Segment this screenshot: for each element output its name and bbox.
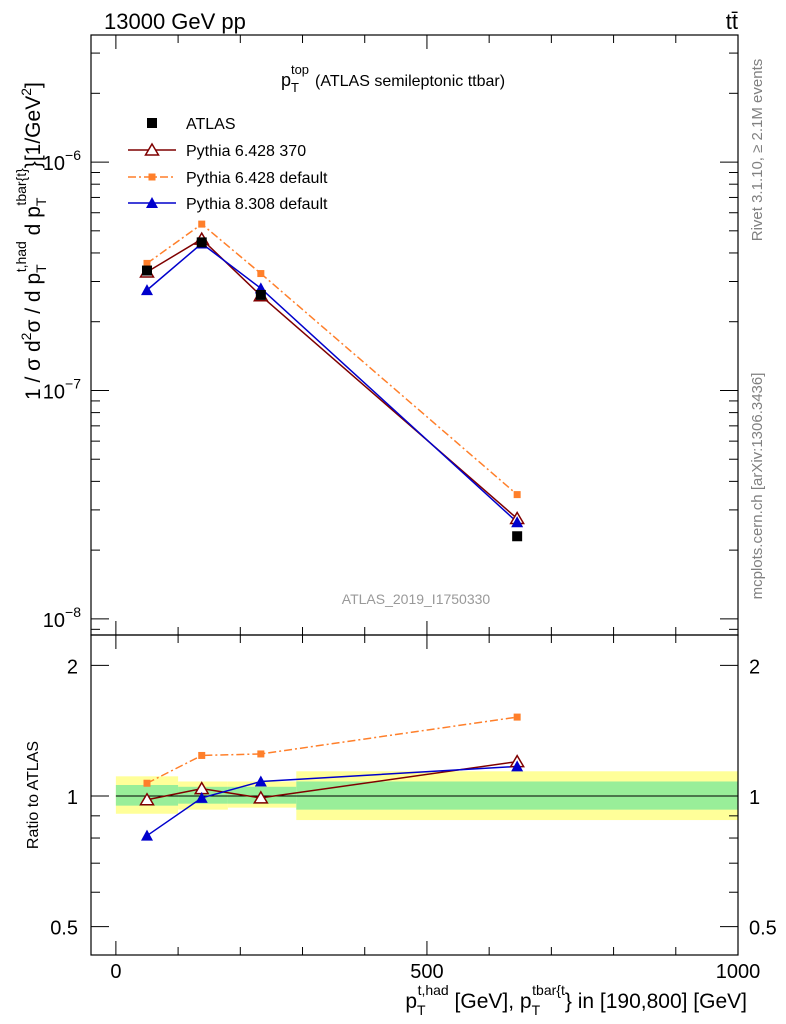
ratio-series-group bbox=[139, 713, 525, 841]
main-data-point bbox=[513, 491, 521, 499]
main-y-tick-label: 10−6 bbox=[43, 147, 81, 175]
y-tick-base: 10 bbox=[43, 381, 65, 403]
legend-entry-pythia6-370: Pythia 6.428 370 bbox=[128, 142, 306, 160]
ratio-y-tick-label-left: 0.5 bbox=[50, 918, 78, 940]
main-data-point bbox=[198, 220, 206, 228]
legend-label-pythia6-default: Pythia 6.428 default bbox=[186, 170, 328, 187]
ylabel-part4: }[1/GeV bbox=[22, 96, 45, 168]
x-tick-label: 500 bbox=[410, 961, 443, 983]
x-axis-label: pTt,had [GeV], pTtbar{t} in [190,800] [G… bbox=[405, 982, 747, 1018]
ylabel-part1: 1 / σ d bbox=[22, 340, 45, 400]
ratio-data-point bbox=[253, 790, 269, 804]
ratio-data-point bbox=[139, 792, 155, 806]
main-y-axis-label: 1 / σ d2σ / d pTt,had d pTtbar{t}}[1/GeV… bbox=[13, 82, 49, 400]
xlabel-supT: tbar{t bbox=[532, 982, 565, 998]
ylabel-supH: t,had bbox=[13, 241, 29, 272]
ylabel-part5: ] bbox=[22, 82, 45, 88]
y-tick-base: 10 bbox=[43, 610, 65, 632]
main-data-point bbox=[511, 516, 524, 528]
main-y-tick-label: 10−8 bbox=[43, 604, 81, 632]
ratio-data-point bbox=[195, 791, 208, 803]
xlabel-subT1: T bbox=[417, 1002, 426, 1018]
main-y-ticks: 10−810−710−6 bbox=[43, 35, 739, 635]
legend-entry-pythia6-default: Pythia 6.428 default bbox=[128, 170, 328, 187]
ratio-frame-box bbox=[90, 634, 739, 956]
x-tick-label: 1000 bbox=[716, 961, 761, 983]
title-sub: T bbox=[291, 80, 299, 95]
x-tick-label: 0 bbox=[110, 961, 121, 983]
ratio-y-axis-label: Ratio to ATLAS bbox=[25, 741, 42, 849]
legend-marker-atlas bbox=[147, 118, 157, 128]
ylabel-subT2: T bbox=[33, 197, 49, 206]
ratio-y-tick-label-left: 2 bbox=[67, 656, 78, 678]
ratio-data-point bbox=[140, 829, 153, 841]
header-process-label: tt̄ bbox=[726, 9, 738, 34]
main-series-line bbox=[146, 238, 518, 520]
legend-entry-pythia8-default: Pythia 8.308 default bbox=[128, 196, 328, 213]
atlas-data-point bbox=[196, 237, 207, 248]
xlabel-supH: t,had bbox=[418, 982, 449, 998]
ratio-series-line bbox=[146, 760, 518, 801]
mcplots-label: mcplots.cern.ch [arXiv:1306.3436] bbox=[749, 373, 766, 600]
main-series-group bbox=[139, 220, 525, 542]
main-data-point bbox=[143, 259, 151, 267]
ratio-y-tick-label-right: 0.5 bbox=[749, 918, 777, 940]
ylabel-part2: σ / d p bbox=[22, 273, 45, 333]
ratio-data-point bbox=[257, 750, 265, 758]
atlas-data-point bbox=[512, 531, 523, 542]
ratio-data-point bbox=[254, 775, 267, 787]
ylabel-subT1: T bbox=[33, 264, 49, 273]
xlabel-part2: [GeV], p bbox=[449, 990, 532, 1013]
main-data-point bbox=[257, 270, 265, 278]
legend-marker-pythia6-370 bbox=[144, 142, 160, 156]
ratio-data-point bbox=[513, 713, 521, 721]
main-title: pTtop (ATLAS semileptonic ttbar) bbox=[281, 62, 505, 95]
title-p: p bbox=[281, 70, 291, 90]
main-series-line bbox=[146, 223, 518, 496]
ratio-data-point bbox=[511, 760, 524, 772]
main-y-tick-label: 10−7 bbox=[43, 375, 81, 403]
xlabel-part3: } in [190,800] [GeV] bbox=[565, 990, 747, 1013]
header-collision-label: 13000 GeV pp bbox=[104, 9, 246, 34]
ratio-frame bbox=[90, 634, 739, 956]
ratio-data-point bbox=[143, 779, 151, 787]
ratio-y-tick-label-left: 1 bbox=[67, 787, 78, 809]
legend-label-pythia8-default: Pythia 8.308 default bbox=[186, 196, 328, 213]
analysis-watermark: ATLAS_2019_I1750330 bbox=[342, 591, 491, 607]
atlas-data-point bbox=[141, 265, 152, 276]
y-tick-exponent: −6 bbox=[65, 147, 81, 163]
y-tick-exponent: −7 bbox=[65, 375, 81, 391]
title-rest: (ATLAS semileptonic ttbar) bbox=[315, 73, 505, 90]
atlas-data-point bbox=[255, 289, 266, 300]
legend: ATLAS Pythia 6.428 370 Pythia 6.428 defa… bbox=[128, 116, 328, 213]
xlabel-subT2: T bbox=[532, 1002, 541, 1018]
ylabel-part3: d p bbox=[22, 206, 45, 241]
ratio-data-point bbox=[198, 751, 206, 759]
y-tick-exponent: −8 bbox=[65, 604, 81, 620]
legend-marker-pythia6-default bbox=[148, 173, 156, 181]
ratio-series-line bbox=[146, 765, 518, 837]
y-tick-base: 10 bbox=[43, 153, 65, 175]
main-series-line bbox=[146, 242, 518, 523]
legend-marker-pythia8-default bbox=[146, 197, 158, 208]
legend-label-atlas: ATLAS bbox=[186, 116, 236, 133]
legend-entry-atlas: ATLAS bbox=[147, 116, 236, 133]
legend-label-pythia6-370: Pythia 6.428 370 bbox=[186, 143, 306, 160]
ratio-y-tick-label-right: 1 bbox=[749, 787, 760, 809]
title-sup: top bbox=[291, 62, 309, 77]
rivet-version-label: Rivet 3.1.10, ≥ 2.1M events bbox=[749, 59, 766, 242]
ratio-ticks: 0.5 0.5 1 1 2 2 0 500 1000 bbox=[50, 635, 777, 983]
ylabel-sup2a: 2 bbox=[18, 332, 34, 340]
ratio-y-tick-label-right: 2 bbox=[749, 656, 760, 678]
ylabel-sup2b: 2 bbox=[18, 88, 34, 96]
ylabel-supT: tbar{t} bbox=[13, 168, 29, 206]
main-data-point bbox=[140, 284, 153, 296]
xlabel-p: p bbox=[405, 990, 417, 1013]
